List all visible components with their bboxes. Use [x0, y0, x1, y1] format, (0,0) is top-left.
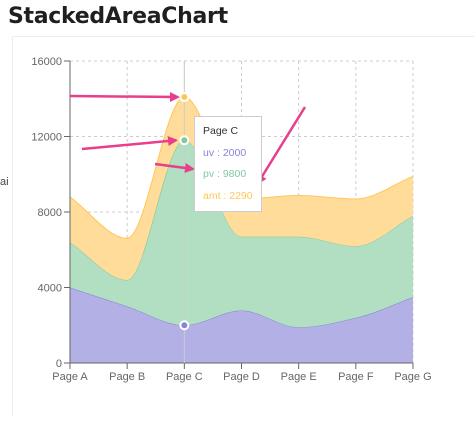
tooltip-row-pv: pv : 9800 — [203, 168, 247, 180]
y-tick-label: 12000 — [31, 132, 62, 144]
tooltip-row-amt: amt : 2290 — [203, 189, 253, 202]
annotation-arrow — [81, 136, 178, 151]
x-tick-label: Page A — [52, 371, 88, 383]
tooltip-row-uv: uv : 2000 — [203, 146, 247, 159]
page-title: StackedAreaChart — [8, 4, 228, 29]
active-dot-amt — [179, 92, 190, 103]
area-amt — [70, 97, 413, 280]
x-tick-label: Page D — [223, 371, 260, 383]
x-tick-label: Page C — [166, 371, 203, 383]
panel-border — [12, 36, 13, 416]
annotation-arrow — [69, 91, 180, 102]
x-tick-label: Page F — [338, 371, 374, 383]
areas — [69, 96, 414, 363]
title-divider — [14, 36, 474, 37]
annotation-arrows — [69, 91, 307, 185]
x-tick-label: Page B — [109, 371, 145, 383]
area-pv — [70, 140, 413, 328]
cursor — [179, 61, 190, 363]
annotation-arrow — [256, 106, 307, 185]
chart-tooltip: Page C uv : 2000 pv : 9800 amt : 2290 — [194, 116, 262, 212]
x-tick-label: Page G — [394, 371, 431, 383]
y-tick-label: 8000 — [38, 207, 62, 219]
side-label: ai — [0, 176, 9, 188]
active-dot-pv — [179, 135, 190, 146]
area-uv — [70, 287, 413, 363]
active-dot-uv — [179, 320, 190, 331]
y-tick-label: 16000 — [31, 56, 62, 68]
x-tick-label: Page E — [281, 371, 317, 383]
annotation-arrow — [154, 162, 195, 173]
y-tick-label: 0 — [56, 358, 62, 370]
y-tick-label: 4000 — [38, 283, 62, 295]
tooltip-title: Page C — [203, 125, 239, 137]
